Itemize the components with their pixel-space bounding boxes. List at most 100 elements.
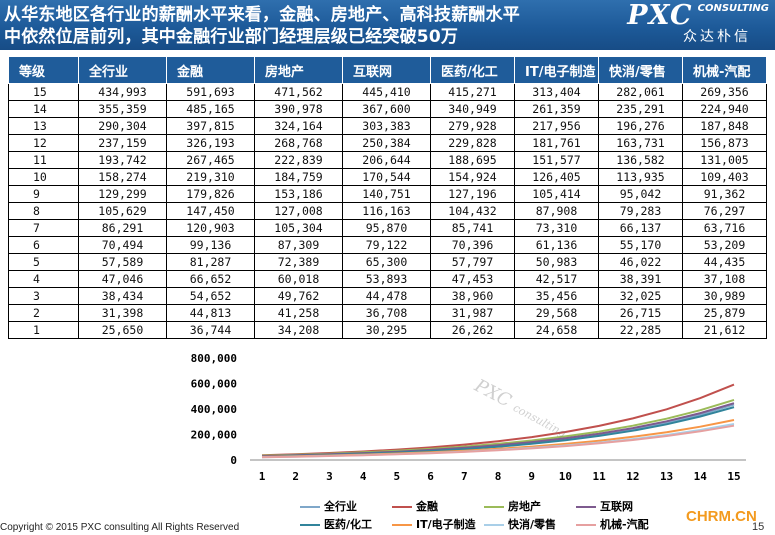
salary-cell: 140,751 — [342, 185, 431, 203]
salary-cell: 193,742 — [78, 151, 167, 169]
table-row: 14 355,359 485,165 390,978 367,600 340,949 261… — [8, 100, 767, 118]
salary-cell: 63,716 — [682, 219, 767, 237]
legend-swatch — [484, 506, 504, 508]
salary-cell: 95,870 — [342, 219, 431, 237]
brand-cn: 众达朴信 — [683, 29, 751, 45]
salary-cell: 22,285 — [598, 321, 683, 339]
table-row: 3 38,434 54,652 49,762 44,478 38,960 35,456 32,… — [8, 287, 767, 305]
salary-cell: 219,310 — [166, 168, 255, 186]
salary-cell: 235,291 — [598, 100, 683, 118]
table-row: 12 237,159 326,193 268,768 250,384 229,828 181… — [8, 134, 767, 152]
legend-swatch — [392, 506, 412, 508]
site-logo: CHRM.CN — [686, 508, 757, 525]
level-cell: 4 — [8, 270, 79, 288]
y-tick-label: 600,000 — [191, 378, 237, 391]
legend-entry: IT/电子制造 — [392, 518, 476, 532]
salary-cell: 261,359 — [514, 100, 599, 118]
salary-table: 等级 全行业 金融 房地产 互联网 医药/化工 IT/电子制造 快消/零售 机械-汽配 15 43… — [8, 56, 767, 339]
salary-cell: 49,762 — [254, 287, 343, 305]
salary-cell: 367,600 — [342, 100, 431, 118]
salary-cell: 44,435 — [682, 253, 767, 271]
salary-cell: 188,695 — [430, 151, 515, 169]
x-tick-label: 8 — [495, 470, 502, 483]
legend-entry: 金融 — [392, 500, 438, 514]
salary-cell: 279,928 — [430, 117, 515, 135]
legend-swatch — [392, 524, 412, 526]
salary-cell: 303,383 — [342, 117, 431, 135]
salary-cell: 36,708 — [342, 304, 431, 322]
salary-cell: 105,629 — [78, 202, 167, 220]
salary-cell: 158,274 — [78, 168, 167, 186]
salary-cell: 66,652 — [166, 270, 255, 288]
salary-cell: 268,768 — [254, 134, 343, 152]
x-tick-label: 4 — [360, 470, 367, 483]
salary-cell: 105,414 — [514, 185, 599, 203]
salary-cell: 53,209 — [682, 236, 767, 254]
table-row: 9 129,299 179,826 153,186 140,751 127,196 105,… — [8, 185, 767, 203]
salary-cell: 269,356 — [682, 83, 767, 101]
salary-cell: 57,589 — [78, 253, 167, 271]
salary-cell: 38,960 — [430, 287, 515, 305]
salary-cell: 79,283 — [598, 202, 683, 220]
salary-cell: 61,136 — [514, 236, 599, 254]
level-cell: 5 — [8, 253, 79, 271]
level-cell: 14 — [8, 100, 79, 118]
level-cell: 1 — [8, 321, 79, 339]
salary-cell: 237,159 — [78, 134, 167, 152]
salary-cell: 129,299 — [78, 185, 167, 203]
salary-cell: 196,276 — [598, 117, 683, 135]
level-cell: 6 — [8, 236, 79, 254]
column-header: 互联网 — [342, 56, 431, 84]
salary-cell: 127,008 — [254, 202, 343, 220]
x-tick-label: 7 — [461, 470, 468, 483]
legend-swatch — [300, 524, 320, 526]
salary-cell: 54,652 — [166, 287, 255, 305]
salary-cell: 25,650 — [78, 321, 167, 339]
salary-cell: 250,384 — [342, 134, 431, 152]
salary-cell: 153,186 — [254, 185, 343, 203]
salary-cell: 326,193 — [166, 134, 255, 152]
salary-cell: 222,839 — [254, 151, 343, 169]
table-row: 7 86,291 120,903 105,304 95,870 85,741 73,310 6… — [8, 219, 767, 237]
salary-cell: 25,879 — [682, 304, 767, 322]
salary-cell: 290,304 — [78, 117, 167, 135]
legend-entry: 全行业 — [300, 500, 357, 514]
chart-area: 0 200,000 400,000 600,000 800,000 1 2 3 4 5 6 7 8 9 10… — [0, 350, 775, 520]
table-row: 1 25,650 36,744 34,208 30,295 26,262 24,658 22,… — [8, 321, 767, 339]
salary-cell: 104,432 — [430, 202, 515, 220]
salary-cell: 31,398 — [78, 304, 167, 322]
level-cell: 11 — [8, 151, 79, 169]
salary-cell: 485,165 — [166, 100, 255, 118]
salary-cell: 181,761 — [514, 134, 599, 152]
level-cell: 8 — [8, 202, 79, 220]
table-row: 2 31,398 44,813 41,258 36,708 31,987 29,568 26,… — [8, 304, 767, 322]
salary-cell: 44,813 — [166, 304, 255, 322]
column-header: 金融 — [166, 56, 255, 84]
page-number: 15 — [752, 521, 765, 533]
x-tick-label: 3 — [326, 470, 333, 483]
brand-sub: CONSULTING — [697, 3, 769, 14]
salary-cell: 591,693 — [166, 83, 255, 101]
level-cell: 12 — [8, 134, 79, 152]
level-cell: 15 — [8, 83, 79, 101]
y-tick-label: 800,000 — [191, 352, 237, 365]
salary-cell: 85,741 — [430, 219, 515, 237]
salary-cell: 30,295 — [342, 321, 431, 339]
salary-cell: 415,271 — [430, 83, 515, 101]
salary-cell: 70,396 — [430, 236, 515, 254]
salary-cell: 41,258 — [254, 304, 343, 322]
salary-cell: 86,291 — [78, 219, 167, 237]
table-row: 5 57,589 81,287 72,389 65,300 57,797 50,983 46,… — [8, 253, 767, 271]
column-header: 医药/化工 — [430, 56, 515, 84]
salary-cell: 32,025 — [598, 287, 683, 305]
salary-cell: 34,208 — [254, 321, 343, 339]
salary-cell: 70,494 — [78, 236, 167, 254]
salary-cell: 87,309 — [254, 236, 343, 254]
salary-cell: 154,924 — [430, 168, 515, 186]
column-header: 机械-汽配 — [682, 56, 767, 84]
salary-cell: 44,478 — [342, 287, 431, 305]
column-header: 全行业 — [78, 56, 167, 84]
legend-entry: 互联网 — [576, 500, 633, 514]
salary-cell: 87,908 — [514, 202, 599, 220]
salary-cell: 151,577 — [514, 151, 599, 169]
